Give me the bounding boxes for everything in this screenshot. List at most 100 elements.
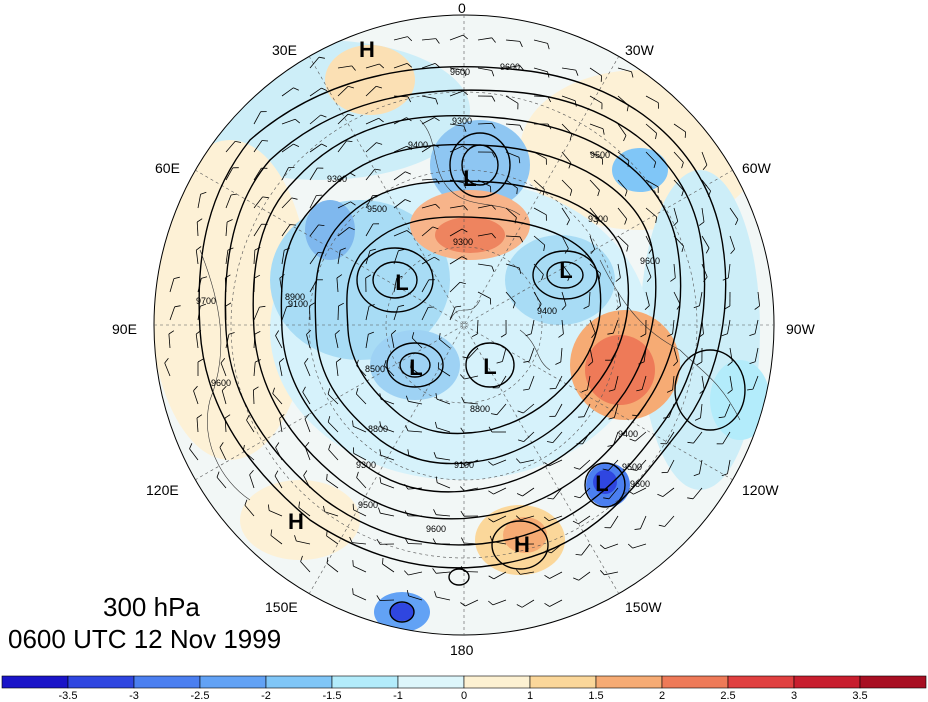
wind-barb-feather [317, 252, 325, 254]
wind-barb-feather [225, 274, 231, 279]
colorbar-tick: 1 [526, 690, 534, 702]
wind-barb-feather [496, 361, 503, 364]
lon-label-30w: 30W [625, 42, 654, 58]
wind-barb-feather [569, 133, 573, 140]
wind-barb-feather [326, 473, 328, 480]
wind-barb [727, 319, 731, 334]
wind-barb-feather [220, 358, 226, 364]
wind-barb [617, 67, 632, 73]
wind-barb [640, 515, 647, 529]
wind-barb [561, 179, 573, 191]
wind-barb-feather [407, 36, 413, 42]
wind-barb [365, 63, 380, 69]
wind-barb [549, 459, 563, 467]
wind-barb [244, 505, 255, 517]
wind-barb-feather [355, 387, 359, 395]
wind-barb-feather [461, 256, 468, 260]
contour-label: 9600 [640, 256, 660, 266]
wind-barb [303, 475, 311, 489]
wind-barb-feather [523, 388, 530, 391]
wind-barb [281, 197, 292, 209]
wind-barb [561, 291, 567, 306]
wind-barb-feather [290, 224, 297, 226]
wind-barb [393, 171, 406, 181]
coastlines [199, 119, 741, 501]
wind-barb [533, 235, 545, 246]
wind-barb [673, 235, 684, 247]
wind-barb-feather [696, 361, 703, 366]
wind-barb-feather [491, 265, 495, 272]
wind-barb [302, 391, 311, 405]
wind-barb-feather [242, 444, 245, 451]
wind-barb [408, 571, 423, 576]
wind-barb [168, 333, 171, 349]
wind-barb [617, 123, 627, 136]
wind-barb-feather [304, 414, 310, 420]
wind-barb [528, 347, 535, 362]
wind-barb [692, 487, 703, 500]
wind-barb [505, 291, 516, 303]
wind-barb [353, 565, 367, 573]
wind-barb [436, 398, 451, 405]
wind-barb [309, 195, 317, 209]
wind-barb-feather [514, 217, 517, 224]
wind-barb-feather [516, 538, 521, 545]
wind-barb-feather [516, 569, 521, 575]
wind-barb [578, 515, 591, 525]
wind-barb-feather [226, 219, 233, 223]
contour-label: 8500 [365, 364, 385, 374]
wind-barb [449, 228, 463, 237]
wind-barb [306, 334, 311, 349]
wind-barb-feather [303, 470, 308, 476]
wind-barb-feather [666, 389, 673, 393]
wind-barb [477, 263, 492, 267]
wind-barb-feather [336, 358, 342, 363]
wind-barb-feather [262, 196, 269, 199]
wind-barb [727, 263, 731, 278]
wind-barb [608, 487, 619, 500]
wind-barb-feather [327, 416, 331, 423]
wind-barb [246, 419, 255, 433]
wind-barb-feather [721, 473, 728, 477]
wind-barb [729, 235, 735, 250]
wind-barb [304, 362, 311, 377]
wind-barb-feather [195, 330, 202, 335]
wind-barb [505, 95, 519, 104]
wind-barb [533, 67, 548, 73]
colorbar-box [265, 675, 333, 689]
colorbar-box [661, 675, 729, 689]
wind-barb-feather [228, 332, 235, 335]
wind-barb-feather [328, 443, 331, 450]
wind-barb-feather [378, 507, 381, 514]
lon-label-120e: 120E [146, 482, 179, 498]
wind-barb [589, 263, 601, 274]
wind-barb-feather [323, 505, 326, 512]
wind-barb-feather [352, 420, 354, 427]
wind-barb-feather [578, 416, 585, 418]
colorbar-tick: 3.5 [852, 690, 868, 702]
wind-barb-feather [747, 388, 754, 391]
wind-barb-feather [326, 557, 329, 564]
wind-barb [645, 235, 653, 249]
wind-barb [438, 338, 451, 349]
wind-barb [701, 375, 705, 390]
wind-barb-feather [407, 96, 412, 103]
wind-barb-feather [567, 275, 571, 281]
wind-barb [505, 179, 518, 189]
wind-barb [477, 67, 492, 71]
contour-label: 9500 [367, 204, 387, 214]
wind-barb-feather [488, 575, 495, 580]
wind-barb [617, 235, 629, 246]
wind-barb-feather [653, 161, 657, 169]
wind-barb [662, 487, 675, 497]
wind-barb-feather [462, 356, 469, 359]
wind-barb [589, 123, 604, 130]
wind-barb-feather [356, 359, 359, 366]
wind-barb [421, 226, 433, 237]
wind-barb [635, 431, 647, 442]
wind-barb [436, 427, 451, 433]
wind-barb [393, 306, 399, 321]
wind-barb-feather [254, 331, 261, 335]
wind-barb [270, 535, 283, 545]
wind-barb-feather [629, 438, 636, 442]
